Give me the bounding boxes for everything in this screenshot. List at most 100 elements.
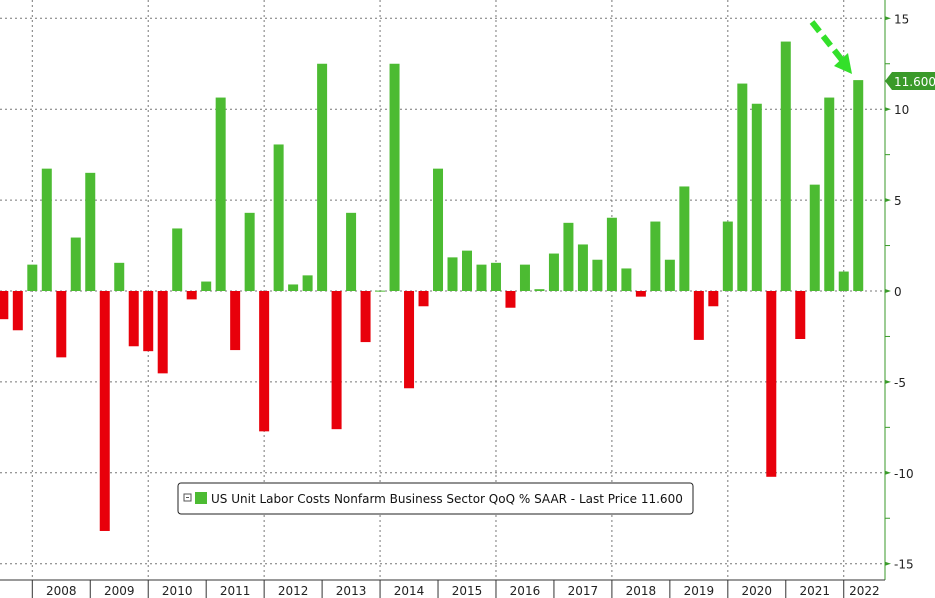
legend[interactable]: US Unit Labor Costs Nonfarm Business Sec…	[177, 482, 694, 515]
bar	[809, 184, 820, 291]
x-year-label: 2016	[510, 584, 541, 598]
bar	[708, 291, 719, 307]
x-year-label: 2014	[394, 584, 425, 598]
bar	[447, 257, 458, 291]
bar	[114, 262, 125, 291]
x-year-label: 2022	[849, 584, 880, 598]
bars	[0, 41, 864, 531]
y-tick-mark	[885, 289, 891, 293]
bar	[751, 103, 762, 291]
bar	[302, 275, 313, 291]
y-tick-mark	[885, 198, 891, 203]
bar	[780, 41, 791, 291]
bar	[563, 222, 574, 291]
bar	[766, 291, 777, 477]
bar	[360, 291, 371, 343]
bar	[259, 291, 270, 432]
x-year-label: 2010	[162, 584, 193, 598]
x-year-label: 2012	[278, 584, 309, 598]
gridlines	[0, 0, 885, 578]
x-year-label: 2020	[742, 584, 773, 598]
y-tick-label: 15	[894, 12, 909, 26]
bar	[215, 97, 226, 292]
bar	[592, 259, 603, 291]
x-year-label: 2021	[799, 584, 830, 598]
bar	[534, 289, 545, 291]
y-tick-label: -15	[894, 558, 914, 572]
y-tick-label: -10	[894, 467, 914, 481]
bar	[621, 268, 632, 291]
bar	[650, 221, 661, 291]
bar	[824, 97, 835, 292]
y-tick-label: 10	[894, 103, 909, 117]
bar	[679, 186, 690, 291]
bar	[70, 237, 81, 291]
bar	[172, 228, 183, 291]
bar	[490, 262, 501, 291]
bar	[128, 291, 139, 347]
bar	[27, 264, 38, 291]
bar	[606, 217, 617, 291]
bar	[273, 144, 284, 291]
bar	[375, 290, 386, 292]
bar	[99, 291, 110, 531]
bar	[244, 212, 255, 291]
bar	[577, 244, 588, 291]
x-axis: 2008 2009 2010 2011 2012 2013 2014 2015 2016 2017…	[0, 579, 885, 598]
y-tick-mark	[885, 561, 891, 566]
bar	[85, 172, 96, 291]
bar	[693, 291, 704, 340]
y-tick-label: 5	[894, 194, 902, 208]
x-year-label: 2017	[568, 584, 599, 598]
last-price-label: 11.600	[894, 75, 935, 89]
bar	[143, 291, 154, 352]
bar	[288, 284, 299, 291]
bar	[418, 291, 429, 307]
x-year-label: 2013	[336, 584, 367, 598]
x-year-label: 2018	[626, 584, 657, 598]
bar	[317, 63, 328, 291]
y-tick-mark	[885, 470, 891, 475]
bar	[795, 291, 806, 339]
bar	[722, 221, 733, 291]
bar	[0, 291, 9, 320]
y-tick-label: 0	[894, 285, 902, 299]
x-year-label: 2019	[684, 584, 715, 598]
bar	[635, 291, 646, 297]
bar	[186, 291, 197, 300]
bar	[56, 291, 67, 358]
bar	[664, 259, 675, 291]
bar	[331, 291, 342, 430]
bar	[404, 291, 415, 389]
bar	[12, 291, 23, 331]
bar	[462, 250, 472, 291]
y-tick-mark	[885, 107, 891, 112]
x-year-label: 2008	[46, 584, 77, 598]
bar	[476, 264, 487, 291]
arrow-annotation-icon	[809, 20, 852, 74]
bar	[157, 291, 168, 374]
bar	[737, 83, 748, 292]
bar	[853, 80, 864, 291]
y-axis: 15 10 5 0 -5 -10 -15	[884, 0, 914, 580]
bar	[433, 168, 444, 291]
last-price-tag: 11.600	[885, 72, 935, 90]
bar	[838, 271, 849, 291]
y-tick-mark	[885, 16, 891, 21]
x-year-label: 2015	[452, 584, 483, 598]
x-year-label: 2011	[220, 584, 251, 598]
y-tick-label: -5	[894, 376, 906, 390]
bar	[389, 63, 400, 291]
bar	[230, 291, 241, 351]
bar	[41, 168, 52, 291]
y-tick-mark	[885, 379, 891, 384]
bar	[519, 264, 530, 291]
bar	[548, 253, 559, 291]
bar	[346, 212, 357, 291]
x-year-label: 2009	[104, 584, 135, 598]
bar	[201, 281, 212, 291]
bar	[505, 291, 516, 308]
legend-text: US Unit Labor Costs Nonfarm Business Sec…	[211, 492, 683, 506]
last-price-tag-bg	[885, 72, 935, 90]
